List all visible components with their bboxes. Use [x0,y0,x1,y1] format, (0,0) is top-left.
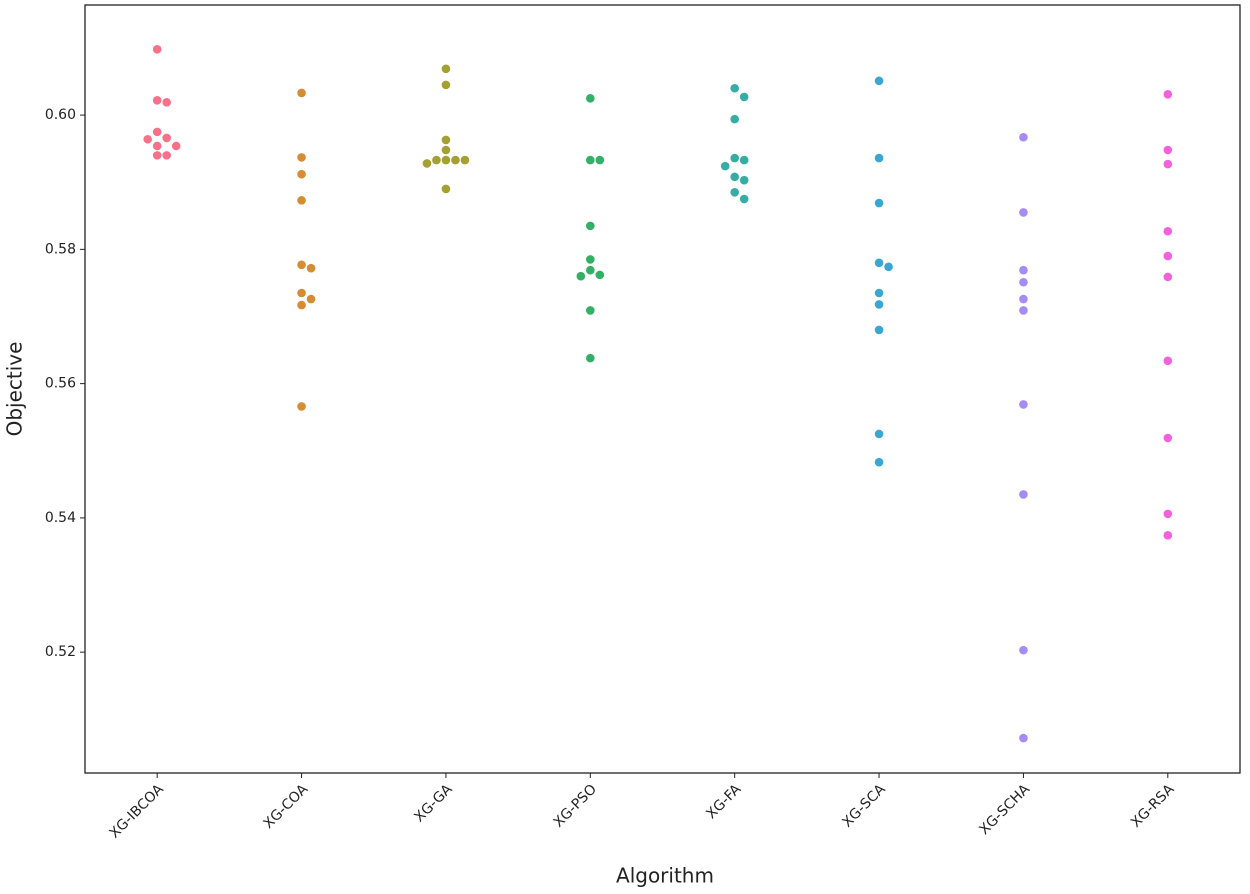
point [441,80,451,90]
point [1163,531,1173,540]
point [1019,265,1028,275]
point [460,155,470,165]
point [297,169,306,179]
point [1019,132,1028,142]
point [297,196,306,205]
point [586,94,595,103]
point [152,96,162,105]
point [730,188,739,197]
point [1163,356,1173,366]
point [441,155,451,165]
point [1019,208,1028,217]
point [441,184,451,194]
point [1163,272,1173,282]
point [441,145,451,155]
point [1163,145,1173,155]
point [297,288,306,298]
point [874,153,884,163]
point [1019,294,1028,304]
point [162,98,171,107]
point [586,265,595,275]
point [1163,509,1173,519]
x-tick-label: XG-IBCOA [107,781,167,841]
point [1163,226,1173,236]
point [874,76,884,86]
point [874,258,884,268]
point [432,155,441,165]
point [306,294,316,304]
point [739,194,749,204]
x-tick-label: XG-PSO [551,781,600,830]
point [874,429,884,439]
point [171,141,181,151]
point [1163,251,1173,261]
point [874,288,884,298]
point [739,92,749,102]
point [586,353,595,363]
y-tick-label: 0.58 [45,241,76,257]
point [586,306,595,315]
point [884,262,893,272]
point [451,155,460,165]
point [162,151,171,160]
point [739,155,749,165]
point [297,300,306,310]
point [586,221,595,231]
point [586,255,595,264]
x-tick-label: XG-FA [703,781,744,822]
point [874,198,884,208]
point [595,155,605,165]
point [152,127,162,137]
point [441,64,451,74]
y-tick-label: 0.52 [45,644,76,660]
point [297,153,306,162]
point [1019,645,1028,655]
y-tick-label: 0.60 [45,107,76,123]
point [730,172,739,182]
point [152,151,162,160]
x-tick-label: XG-SCA [839,781,889,831]
point [1163,433,1173,443]
plot-frame [84,4,1241,774]
point [720,161,730,171]
y-tick-label: 0.54 [45,510,76,526]
point [874,325,884,335]
x-tick-label: XG-GA [411,781,455,825]
point [739,175,749,185]
point [730,83,739,93]
point [162,133,171,143]
point [874,457,884,467]
point [595,270,605,280]
point [1019,490,1028,499]
point [1019,733,1028,743]
point [1019,400,1028,409]
point [297,88,306,98]
x-tick-label: XG-SCHA [976,781,1033,838]
point [1163,89,1173,99]
point [306,263,316,273]
x-tick-label: XG-COA [261,781,312,832]
point [152,141,162,151]
point [586,155,595,165]
y-tick-label: 0.56 [45,376,76,392]
x-tick-label: XG-RSA [1128,781,1178,831]
point [730,153,739,163]
point [441,135,451,145]
point [730,114,739,124]
point [143,134,152,144]
point [297,402,306,411]
point [297,260,306,270]
point [1019,306,1028,315]
point [1019,277,1028,287]
point [1163,159,1173,169]
point [422,159,432,168]
point [576,271,586,281]
point [152,45,162,54]
point [874,300,884,309]
x-axis-label: Algorithm [616,864,714,888]
y-axis-label: Objective [3,342,27,437]
